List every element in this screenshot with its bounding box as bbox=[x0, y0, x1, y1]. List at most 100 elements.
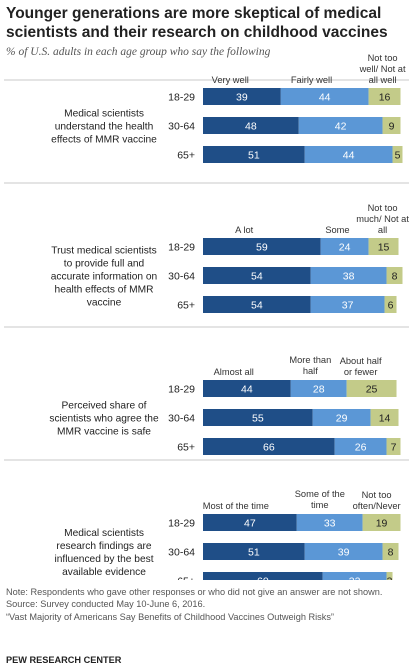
source-text: Source: Survey conducted May 10-June 6, … bbox=[6, 599, 206, 610]
series-header: Not too often/Never bbox=[353, 490, 401, 511]
series-header-line: or fewer bbox=[344, 367, 378, 377]
bar-segment bbox=[203, 117, 299, 134]
bar-segment bbox=[203, 88, 281, 105]
chart-title: Younger generations are more skeptical o… bbox=[6, 5, 388, 41]
data-label: 26 bbox=[355, 442, 367, 454]
question-line: influenced by the best bbox=[54, 554, 153, 565]
question-line: research findings are bbox=[56, 541, 151, 552]
bar-segment bbox=[346, 380, 397, 397]
note-text: Note: Respondents who gave other respons… bbox=[6, 587, 383, 597]
data-label: 39 bbox=[338, 547, 350, 559]
data-label: 32 bbox=[349, 576, 361, 581]
question-line: Medical scientists bbox=[64, 528, 144, 539]
data-label: 54 bbox=[251, 300, 263, 312]
bar-segment bbox=[312, 409, 371, 426]
data-label: 44 bbox=[241, 384, 253, 396]
question-line: to provide full and bbox=[64, 259, 145, 270]
bar-segment bbox=[203, 572, 323, 580]
data-label: 38 bbox=[343, 271, 355, 283]
series-header-line: much/ Not at bbox=[356, 214, 409, 224]
question-line: Trust medical scientists bbox=[51, 246, 157, 257]
question-line: Perceived share of bbox=[62, 401, 147, 412]
bar-segment bbox=[280, 88, 369, 105]
bar-segment bbox=[203, 409, 313, 426]
category-label: 18-29 bbox=[168, 92, 195, 104]
series-header: A lot bbox=[235, 225, 254, 235]
series-header-line: Fairly well bbox=[291, 75, 332, 85]
data-label: 39 bbox=[236, 92, 248, 104]
category-label: 18-29 bbox=[168, 384, 195, 396]
question-line: vaccine bbox=[87, 298, 122, 309]
data-label: 37 bbox=[342, 300, 354, 312]
data-label: 51 bbox=[248, 547, 260, 559]
question-line: effects of MMR vaccine bbox=[51, 135, 157, 146]
data-label: 47 bbox=[244, 518, 256, 530]
bar-segment bbox=[298, 117, 383, 134]
bar-segment bbox=[203, 438, 335, 455]
category-label: 65+ bbox=[177, 576, 195, 581]
bar-segment bbox=[310, 267, 387, 284]
data-label: 44 bbox=[319, 92, 331, 104]
series-header-line: all well bbox=[369, 75, 397, 85]
data-label: 3 bbox=[387, 576, 393, 581]
series-header-line: Not too bbox=[362, 490, 392, 500]
question-line: understand the health bbox=[55, 122, 154, 133]
series-header-line: half bbox=[303, 366, 318, 376]
data-label: 24 bbox=[339, 242, 351, 254]
chart-subtitle: % of U.S. adults in each age group who s… bbox=[6, 46, 271, 58]
data-label: 66 bbox=[263, 442, 275, 454]
bar-segment bbox=[322, 572, 387, 580]
question-label: Perceived share of scientists who agree t… bbox=[49, 401, 159, 438]
bar-segment bbox=[203, 543, 305, 560]
series-header: More than half bbox=[289, 355, 331, 376]
bar-segment bbox=[362, 514, 401, 531]
bar-segment bbox=[382, 117, 401, 134]
bar-segment bbox=[203, 267, 311, 284]
series-header: About half or fewer bbox=[340, 356, 382, 377]
data-label: 29 bbox=[336, 413, 348, 425]
bar-segment bbox=[203, 514, 297, 531]
category-label: 30-64 bbox=[168, 121, 195, 133]
series-header-line: About half bbox=[340, 356, 382, 366]
question-line: scientists who agree the bbox=[49, 414, 159, 425]
organization-name: PEW RESEARCH CENTER bbox=[6, 655, 122, 665]
category-label: 30-64 bbox=[168, 413, 195, 425]
chart-panel: Perceived share of scientists who agree t… bbox=[4, 326, 409, 455]
series-header: Most of the time bbox=[203, 501, 269, 511]
category-label: 18-29 bbox=[168, 242, 195, 254]
data-label: 5 bbox=[395, 150, 401, 162]
category-label: 65+ bbox=[177, 300, 195, 312]
data-label: 42 bbox=[335, 121, 347, 133]
data-label: 33 bbox=[324, 518, 336, 530]
bar-segment bbox=[382, 543, 399, 560]
data-label: 9 bbox=[389, 121, 395, 133]
bar-segment bbox=[386, 267, 403, 284]
question-line: accurate information on bbox=[51, 272, 157, 283]
category-label: 65+ bbox=[177, 442, 195, 454]
chart-panel: Trust medical scientists to provide full … bbox=[4, 182, 409, 313]
series-header: Not too well/ Not at all well bbox=[359, 53, 406, 85]
series-header: Very well bbox=[212, 75, 249, 85]
data-label: 48 bbox=[245, 121, 257, 133]
bar-segment bbox=[296, 514, 363, 531]
series-header-line: Not too bbox=[368, 53, 398, 63]
series-header: Some bbox=[325, 225, 349, 235]
category-label: 30-64 bbox=[168, 271, 195, 283]
series-header: Not too much/ Not at all bbox=[356, 203, 409, 235]
bar-segment bbox=[320, 238, 369, 255]
series-header-line: Some bbox=[325, 225, 349, 235]
bar-segment bbox=[304, 543, 383, 560]
question-label: Medical scientists research findings are i… bbox=[54, 528, 153, 578]
bar-segment bbox=[334, 438, 387, 455]
bar-segment bbox=[203, 380, 291, 397]
bar-segment bbox=[384, 296, 397, 313]
data-label: 54 bbox=[251, 271, 263, 283]
series-header-line: More than bbox=[289, 355, 331, 365]
bar-segment bbox=[203, 296, 311, 313]
bar-segment bbox=[290, 380, 347, 397]
question-line: available evidence bbox=[62, 567, 146, 578]
data-label: 16 bbox=[379, 92, 391, 104]
series-header-line: time bbox=[311, 500, 329, 510]
chart-panel: Medical scientists understand the health e… bbox=[4, 53, 409, 163]
data-label: 59 bbox=[256, 242, 268, 254]
